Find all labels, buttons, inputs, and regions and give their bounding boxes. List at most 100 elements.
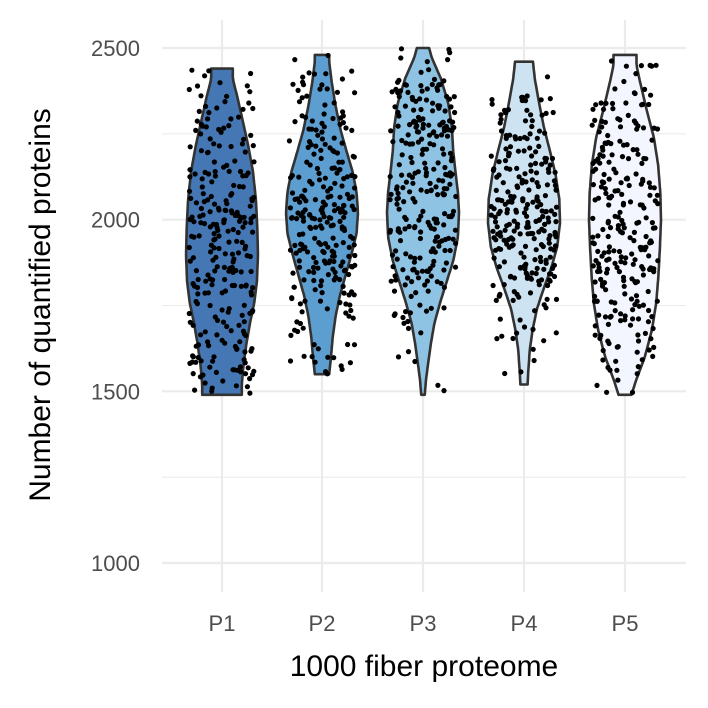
data-point-p1 bbox=[235, 367, 241, 373]
data-point-p5 bbox=[612, 213, 618, 219]
data-point-p1 bbox=[193, 200, 199, 206]
data-point-p3 bbox=[435, 192, 441, 198]
data-point-p2 bbox=[311, 151, 317, 157]
data-point-p2 bbox=[305, 144, 311, 150]
data-point-p4 bbox=[496, 197, 502, 203]
data-point-p3 bbox=[444, 133, 451, 139]
data-point-p5 bbox=[651, 185, 657, 191]
data-point-p2 bbox=[325, 244, 331, 250]
data-point-p5 bbox=[632, 302, 638, 308]
data-point-p1 bbox=[219, 337, 225, 343]
data-point-p2 bbox=[318, 283, 324, 289]
data-point-p2 bbox=[291, 284, 297, 290]
data-point-p2 bbox=[342, 267, 348, 273]
data-point-p3 bbox=[451, 124, 457, 131]
data-point-p4 bbox=[501, 237, 507, 243]
data-point-p5 bbox=[595, 248, 601, 254]
data-point-p2 bbox=[312, 216, 318, 222]
data-point-p1 bbox=[222, 207, 228, 213]
data-point-p1 bbox=[210, 221, 216, 227]
data-point-p2 bbox=[350, 235, 356, 241]
data-point-p4 bbox=[534, 135, 540, 141]
data-point-p2 bbox=[352, 185, 358, 191]
data-point-p5 bbox=[606, 159, 612, 165]
data-point-p1 bbox=[198, 131, 204, 137]
data-point-p4 bbox=[497, 316, 503, 322]
data-point-p5 bbox=[645, 288, 651, 295]
data-point-p3 bbox=[445, 172, 451, 178]
data-point-p5 bbox=[651, 266, 657, 272]
data-point-p3 bbox=[417, 96, 423, 102]
data-point-p5 bbox=[638, 63, 645, 69]
data-point-p3 bbox=[435, 382, 441, 388]
data-point-p2 bbox=[306, 70, 312, 76]
data-point-p3 bbox=[387, 197, 393, 203]
data-point-p3 bbox=[428, 188, 434, 194]
data-point-p3 bbox=[451, 94, 457, 100]
data-point-p3 bbox=[412, 199, 418, 205]
data-point-p3 bbox=[392, 104, 398, 110]
data-point-p3 bbox=[427, 222, 433, 229]
violin-p1 bbox=[184, 67, 260, 397]
data-point-p5 bbox=[618, 318, 624, 324]
data-point-p5 bbox=[605, 220, 611, 226]
data-point-p2 bbox=[330, 148, 336, 154]
data-point-p4 bbox=[548, 246, 554, 252]
data-point-p2 bbox=[324, 86, 330, 92]
data-point-p4 bbox=[525, 219, 531, 225]
data-point-p5 bbox=[600, 347, 606, 354]
data-point-p2 bbox=[299, 309, 305, 315]
data-point-p4 bbox=[491, 206, 497, 212]
data-point-p3 bbox=[414, 270, 420, 276]
data-point-p4 bbox=[492, 219, 499, 225]
data-point-p1 bbox=[189, 67, 195, 73]
data-point-p3 bbox=[446, 127, 452, 133]
data-point-p2 bbox=[328, 185, 334, 191]
data-point-p2 bbox=[288, 332, 294, 338]
data-point-p4 bbox=[528, 230, 534, 237]
data-point-p5 bbox=[619, 191, 625, 197]
data-point-p3 bbox=[396, 113, 402, 119]
data-point-p2 bbox=[334, 89, 340, 95]
data-point-p3 bbox=[408, 154, 414, 161]
data-point-p5 bbox=[639, 102, 645, 108]
data-point-p5 bbox=[605, 132, 611, 139]
data-point-p4 bbox=[507, 132, 513, 138]
data-point-p2 bbox=[292, 242, 298, 248]
data-point-p3 bbox=[442, 164, 448, 171]
data-point-p3 bbox=[394, 186, 400, 192]
data-point-p3 bbox=[399, 137, 405, 144]
data-point-p3 bbox=[430, 100, 436, 106]
data-point-p2 bbox=[331, 100, 337, 106]
data-point-p1 bbox=[221, 264, 227, 270]
data-point-p3 bbox=[436, 82, 442, 88]
x-tick-label: P5 bbox=[612, 611, 639, 636]
data-point-p1 bbox=[192, 171, 198, 177]
data-point-p4 bbox=[494, 336, 500, 342]
data-point-p3 bbox=[402, 214, 408, 220]
data-point-p5 bbox=[642, 330, 649, 336]
data-point-p1 bbox=[211, 354, 217, 360]
data-point-p4 bbox=[490, 228, 496, 234]
data-point-p1 bbox=[206, 68, 212, 74]
data-point-p5 bbox=[633, 171, 639, 177]
data-point-p3 bbox=[423, 165, 429, 172]
data-point-p1 bbox=[190, 371, 196, 377]
data-point-p3 bbox=[448, 158, 454, 164]
data-point-p2 bbox=[315, 346, 321, 352]
data-point-p4 bbox=[522, 266, 528, 272]
data-point-p4 bbox=[546, 236, 552, 242]
data-point-p5 bbox=[640, 266, 646, 272]
data-point-p1 bbox=[191, 234, 197, 240]
data-point-p3 bbox=[424, 86, 430, 92]
y-tick-label: 1500 bbox=[91, 379, 140, 404]
data-point-p1 bbox=[250, 143, 256, 149]
data-point-p3 bbox=[439, 132, 445, 138]
data-point-p4 bbox=[543, 110, 549, 116]
data-point-p5 bbox=[597, 152, 603, 158]
data-point-p5 bbox=[627, 235, 633, 241]
data-point-p5 bbox=[634, 126, 640, 132]
data-point-p5 bbox=[631, 118, 638, 124]
data-point-p4 bbox=[547, 254, 553, 260]
